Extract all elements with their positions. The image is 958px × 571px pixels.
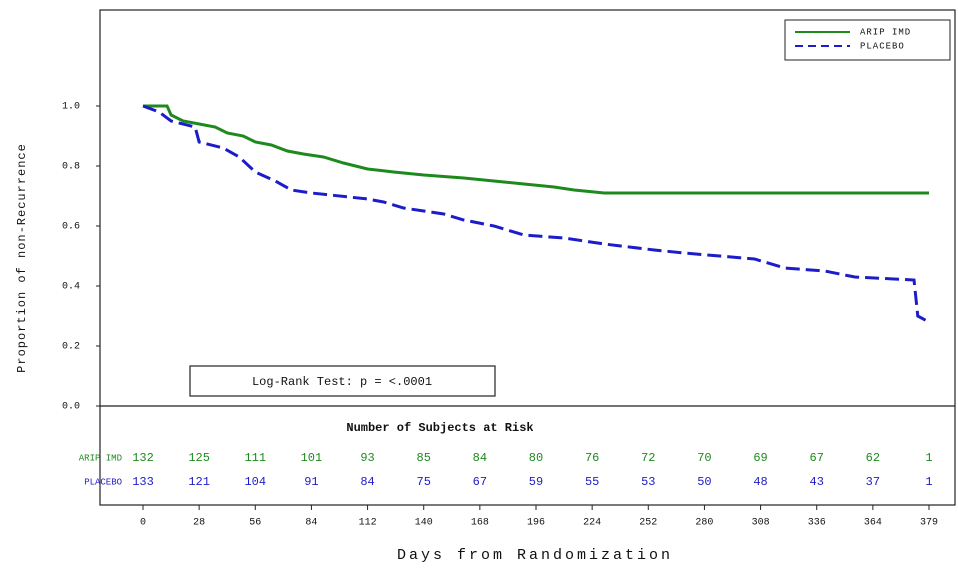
risk-count: 62 — [866, 451, 880, 465]
risk-count: 84 — [473, 451, 487, 465]
y-axis-label: Proportion of non-Recurrence — [15, 143, 29, 373]
x-tick-label: 336 — [808, 518, 826, 529]
risk-count: 93 — [360, 451, 374, 465]
risk-count: 80 — [529, 451, 543, 465]
risk-count: 69 — [753, 451, 767, 465]
y-tick-label: 0.6 — [62, 222, 80, 233]
risk-count: 75 — [417, 475, 431, 489]
x-tick-label: 308 — [752, 518, 770, 529]
x-tick-label: 140 — [415, 518, 433, 529]
x-tick-label: 379 — [920, 518, 938, 529]
risk-count: 67 — [810, 451, 824, 465]
risk-row-label: ARIP IMD — [79, 453, 122, 463]
y-tick-label: 0.2 — [62, 342, 80, 353]
x-tick-label: 280 — [695, 518, 713, 529]
survival-curve — [142, 104, 930, 324]
risk-count: 121 — [188, 475, 210, 489]
risk-count: 104 — [244, 475, 266, 489]
x-tick-label: 168 — [471, 518, 489, 529]
risk-count: 1 — [925, 451, 932, 465]
annotation: Log-Rank Test: p = <.0001 — [252, 375, 432, 389]
y-tick-label: 0.4 — [62, 282, 80, 293]
risk-count: 85 — [417, 451, 431, 465]
risk-count: 48 — [753, 475, 767, 489]
risk-count: 132 — [132, 451, 154, 465]
risk-count: 59 — [529, 475, 543, 489]
x-tick-label: 112 — [359, 518, 377, 529]
legend-box — [784, 19, 951, 61]
y-tick-label: 0.8 — [62, 162, 80, 173]
risk-count: 101 — [301, 451, 323, 465]
risk-count: 125 — [188, 451, 210, 465]
risk-table-title: Number of Subjects at Risk — [346, 421, 533, 435]
risk-count: 50 — [697, 475, 711, 489]
x-tick-label: 0 — [140, 518, 146, 529]
x-tick-label: 84 — [305, 518, 317, 529]
annotation-box — [189, 365, 496, 397]
x-tick-label: 224 — [583, 518, 601, 529]
y-tick-label: 1.0 — [62, 102, 80, 113]
risk-count: 72 — [641, 451, 655, 465]
risk-count: 84 — [360, 475, 374, 489]
x-tick-label: 196 — [527, 518, 545, 529]
risk-count: 53 — [641, 475, 655, 489]
risk-row-label: PLACEBO — [84, 477, 122, 487]
risk-count: 76 — [585, 451, 599, 465]
risk-count: 43 — [810, 475, 824, 489]
risk-count: 55 — [585, 475, 599, 489]
survival-curve — [143, 104, 929, 195]
legend-label: ARIP IMD — [860, 27, 911, 37]
x-tick-label: 364 — [864, 518, 882, 529]
x-axis-label: Days from Randomization — [397, 547, 673, 564]
risk-count: 1 — [925, 475, 932, 489]
risk-count: 70 — [697, 451, 711, 465]
x-tick-label: 56 — [249, 518, 261, 529]
risk-count: 133 — [132, 475, 154, 489]
x-tick-label: 28 — [193, 518, 205, 529]
x-tick-label: 252 — [639, 518, 657, 529]
plot-frame — [99, 9, 956, 506]
legend-label: PLACEBO — [860, 41, 905, 51]
risk-count: 37 — [866, 475, 880, 489]
legend: ARIP IMD PLACEBO — [784, 19, 951, 61]
risk-count: 91 — [304, 475, 318, 489]
risk-count: 111 — [244, 451, 266, 465]
y-tick-label: 0.0 — [62, 402, 80, 413]
risk-count: 67 — [473, 475, 487, 489]
